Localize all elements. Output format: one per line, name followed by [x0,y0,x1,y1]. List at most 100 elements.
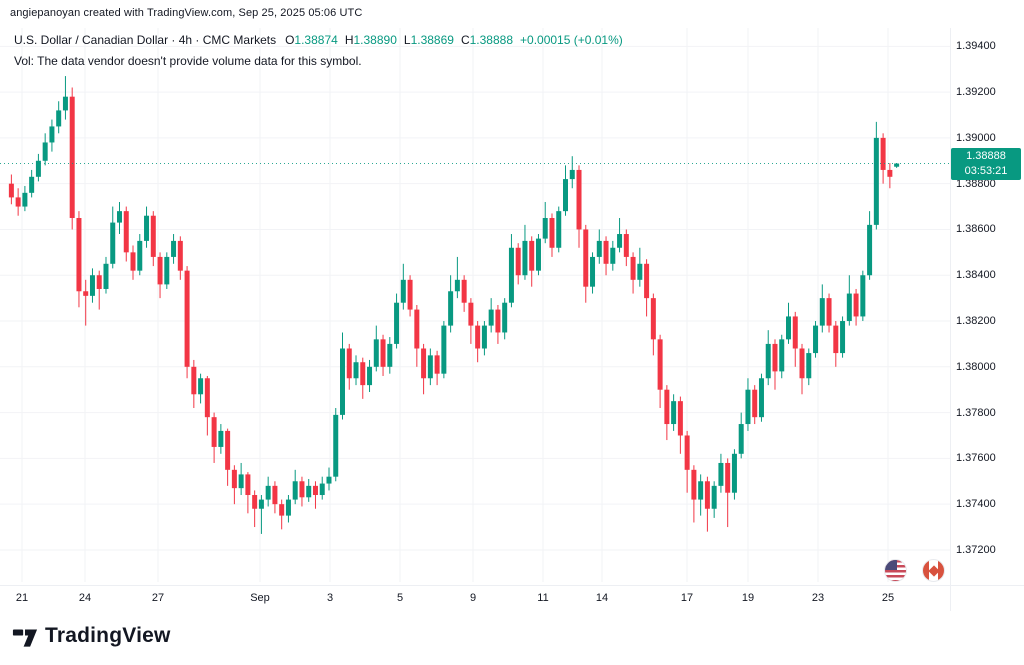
candle-body [340,348,345,415]
candle-body [826,298,832,326]
time-axis[interactable]: 21 24 27 Sep 3 5 9 11 14 17 19 23 25 [0,585,950,611]
candle-body [225,430,231,470]
candle-body [677,401,683,436]
candle-body [184,270,190,367]
candle-body [171,240,177,257]
price-tick-label: 1.37400 [956,498,996,511]
candle-body [89,275,95,296]
candle-body [42,142,48,161]
candle-body [157,256,163,285]
open-value: 1.38874 [294,33,338,47]
candle-body [617,234,623,248]
candle-body [191,366,197,395]
candle-body [840,321,846,354]
candle-body [786,316,791,340]
time-tick-label: 9 [469,592,477,604]
candle-body [529,240,535,271]
candle-body [813,325,819,354]
candle-body [731,453,737,493]
candle-body [590,256,596,287]
candle-body [711,485,717,509]
candle-body [880,137,886,170]
candle-body [671,401,677,425]
candle-body [231,469,237,489]
candle-body [745,389,751,425]
candle-body [421,348,427,379]
candle-body [164,256,170,285]
candlestick-chart[interactable] [0,28,950,585]
bar-countdown: 03:53:21 [964,164,1008,177]
us-flag-icon [884,559,907,582]
candle-body [657,339,663,390]
candle-body [448,291,454,326]
candle-body [833,325,839,354]
price-tick-label: 1.38200 [956,315,996,328]
candle-body [373,339,379,367]
candle-body [772,343,778,372]
candle-body [137,240,143,271]
candle-body [110,222,116,264]
candle-body [312,485,318,496]
candle-body [204,378,210,418]
time-tick-label: 25 [881,592,895,604]
candle-body [292,481,298,500]
candle-body [407,279,413,310]
high-value: 1.38890 [353,33,397,47]
candle-body [468,302,474,326]
candle-body [576,169,582,230]
time-tick-label: 24 [78,592,92,604]
candle-body [245,474,251,496]
candle-body [569,169,575,180]
high-label: H [344,33,354,47]
price-tick-label: 1.39000 [956,131,996,144]
candle-body [853,293,859,317]
candle-body [603,240,609,264]
candle-body [35,160,41,177]
candle-body [346,348,352,379]
candle-body [860,275,866,317]
price-tick-label: 1.37200 [956,543,996,556]
tradingview-logo[interactable]: TradingView [12,623,171,649]
candle-body [400,279,406,303]
current-price-label: 1.38888 03:53:21 [951,147,1021,180]
candle-body [177,240,183,271]
time-axis-separator [0,585,1024,586]
candle-body [792,316,798,349]
tradingview-mark-icon [12,629,38,647]
candle-body [630,256,636,280]
candle-body [758,378,764,418]
candle-body [819,298,825,326]
time-tick-label: 14 [595,592,609,604]
price-axis[interactable]: 1.39400 1.39200 1.39000 1.38800 1.38600 1.384… [951,28,1024,585]
candle-body [83,291,89,296]
candle-body [285,499,291,516]
low-label: L [403,33,411,47]
candle-body [62,96,68,111]
symbol-title[interactable]: U.S. Dollar / Canadian Dollar · 4h · CMC… [14,33,277,47]
candle-body [610,247,616,264]
candle-body [556,211,562,248]
candle-body [299,481,305,498]
open-label: O [285,33,295,47]
price-tick-label: 1.38000 [956,360,996,373]
candle-body [502,302,508,333]
candle-body [117,211,122,223]
time-tick-label: 19 [741,592,755,604]
candle-body [481,325,487,349]
candle-body [22,192,28,207]
price-tick-label: 1.38400 [956,269,996,282]
candle-body [56,110,62,127]
candle-body [867,224,873,276]
ohlc-values: O1.38874 H1.38890 L1.38869 C1.38888 +0.0… [285,33,623,47]
candle-body [488,309,494,326]
candle-body [583,229,589,287]
candle-body [704,481,710,509]
price-axis-separator [950,28,951,611]
candle-body [414,309,420,349]
candle-body [515,247,521,276]
candle-body [846,293,852,322]
candle-body [333,414,339,477]
change-value: +0.00015 (+0.01%) [520,33,623,47]
candle-body [535,238,541,271]
